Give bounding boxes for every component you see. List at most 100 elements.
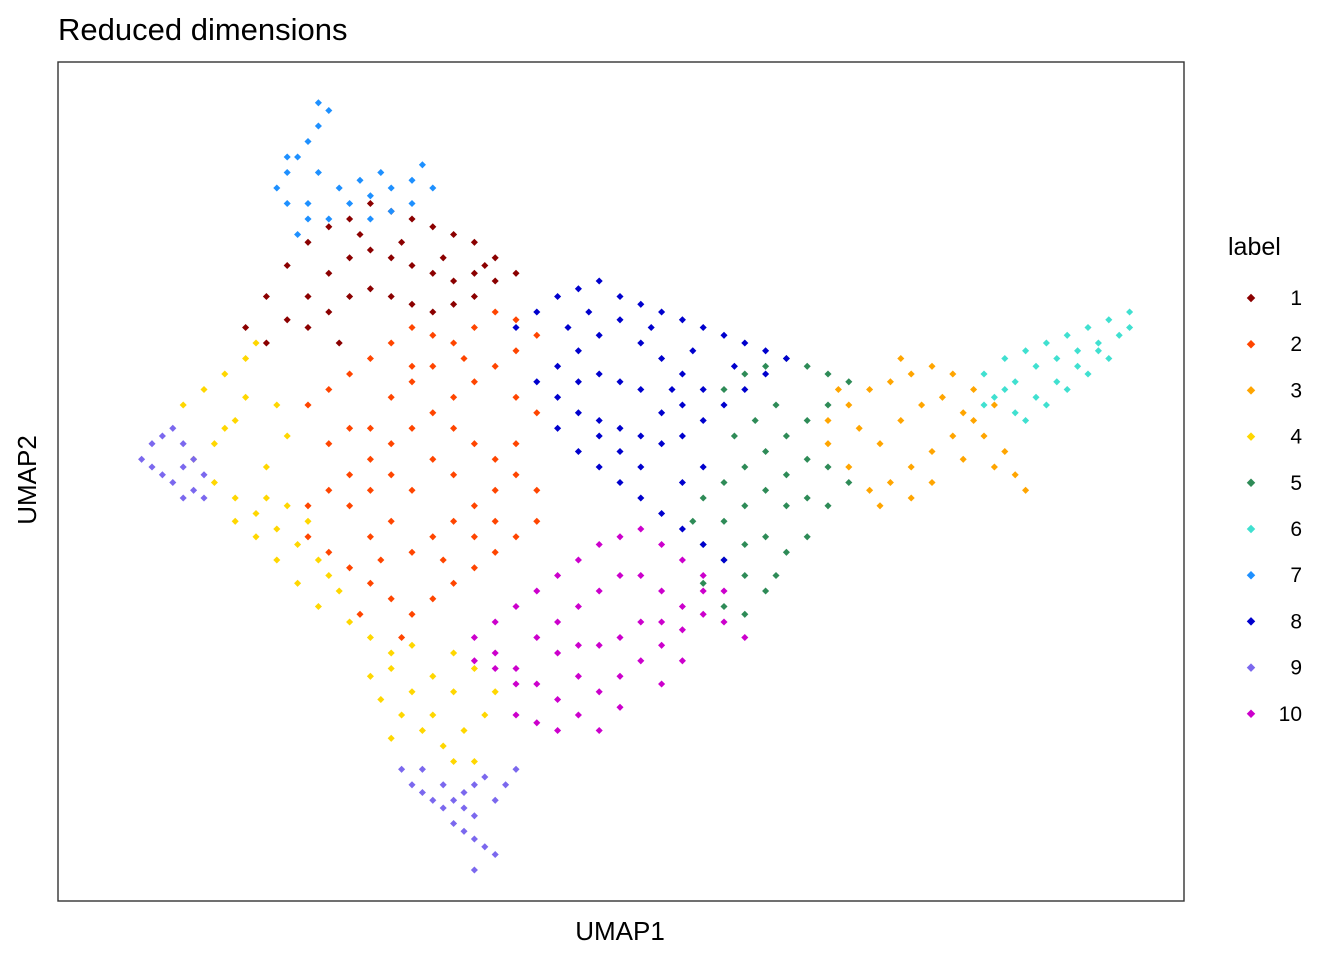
point-series-1 <box>450 277 458 285</box>
point-series-6 <box>980 370 988 378</box>
point-series-2 <box>512 347 520 355</box>
point-series-8 <box>574 378 582 386</box>
point-series-7 <box>304 199 312 208</box>
point-series-8 <box>637 339 645 347</box>
point-series-5 <box>720 385 728 394</box>
point-series-3 <box>824 440 832 448</box>
point-series-2 <box>408 362 416 370</box>
legend-label-7: 7 <box>1290 564 1302 587</box>
point-series-10 <box>658 540 666 549</box>
point-series-7 <box>387 184 395 192</box>
point-series-2 <box>512 533 520 541</box>
point-series-8 <box>678 478 686 487</box>
point-series-2 <box>366 486 374 494</box>
point-series-5 <box>762 587 770 595</box>
point-series-2 <box>429 533 437 541</box>
point-series-6 <box>1011 378 1019 386</box>
point-series-8 <box>554 424 562 432</box>
point-series-4 <box>450 688 458 696</box>
point-series-7 <box>325 215 333 223</box>
point-series-3 <box>949 432 957 440</box>
series-8 <box>512 277 790 564</box>
point-series-5 <box>720 517 728 525</box>
point-series-7 <box>283 153 291 161</box>
point-series-10 <box>720 587 728 595</box>
legend-label-4: 4 <box>1290 426 1302 449</box>
point-series-8 <box>616 447 624 456</box>
point-series-3 <box>876 440 884 448</box>
point-series-1 <box>408 215 416 223</box>
chart-title: Reduced dimensions <box>58 12 348 47</box>
point-series-4 <box>481 711 489 719</box>
series-4 <box>179 339 499 766</box>
point-series-4 <box>335 587 343 595</box>
point-series-10 <box>470 657 478 665</box>
point-series-1 <box>429 223 437 231</box>
point-series-3 <box>938 393 946 401</box>
point-series-2 <box>429 455 437 463</box>
point-series-3 <box>866 385 874 394</box>
point-series-2 <box>491 362 499 370</box>
point-series-3 <box>855 424 863 432</box>
point-series-10 <box>637 525 645 533</box>
point-series-10 <box>616 633 624 642</box>
point-series-1 <box>325 223 333 231</box>
point-series-10 <box>574 672 582 680</box>
point-series-7 <box>325 106 333 115</box>
point-series-4 <box>304 517 312 525</box>
point-series-8 <box>554 362 562 370</box>
point-series-9 <box>470 812 478 820</box>
point-series-1 <box>242 323 250 332</box>
point-series-10 <box>658 618 666 626</box>
point-series-1 <box>387 292 395 301</box>
point-series-2 <box>304 533 312 541</box>
point-series-5 <box>741 610 749 618</box>
point-series-1 <box>356 230 364 239</box>
point-series-8 <box>574 409 582 417</box>
point-series-4 <box>314 602 322 611</box>
point-series-4 <box>450 649 458 657</box>
point-series-1 <box>512 269 520 277</box>
point-series-9 <box>190 455 198 463</box>
point-series-2 <box>429 409 437 417</box>
point-series-3 <box>990 463 998 471</box>
point-series-1 <box>304 238 312 246</box>
point-series-5 <box>803 455 811 463</box>
point-series-4 <box>387 649 395 657</box>
point-series-2 <box>387 471 395 479</box>
point-series-3 <box>970 385 978 394</box>
point-series-8 <box>595 432 603 440</box>
point-series-1 <box>346 215 354 223</box>
point-series-8 <box>637 385 645 394</box>
point-series-8 <box>678 432 686 440</box>
point-series-10 <box>491 664 499 673</box>
point-series-2 <box>387 440 395 448</box>
point-series-10 <box>595 726 603 735</box>
point-series-2 <box>491 455 499 463</box>
point-series-1 <box>450 300 458 308</box>
point-series-2 <box>533 517 541 525</box>
point-series-9 <box>491 796 499 804</box>
point-series-8 <box>554 393 562 401</box>
point-series-10 <box>554 571 562 580</box>
point-series-2 <box>325 486 333 494</box>
point-series-2 <box>512 316 520 324</box>
point-series-5 <box>762 486 770 494</box>
point-series-5 <box>803 533 811 541</box>
point-series-10 <box>678 602 686 611</box>
point-series-4 <box>273 401 281 409</box>
point-series-3 <box>928 478 936 487</box>
point-series-9 <box>148 440 156 448</box>
point-series-8 <box>595 331 603 339</box>
point-series-10 <box>699 610 707 618</box>
point-series-10 <box>512 680 520 688</box>
point-series-2 <box>346 564 354 572</box>
point-series-10 <box>595 587 603 595</box>
point-series-5 <box>803 362 811 370</box>
point-series-8 <box>689 347 697 355</box>
point-series-1 <box>470 269 478 277</box>
point-series-2 <box>429 331 437 339</box>
point-series-9 <box>481 773 489 781</box>
point-series-2 <box>408 610 416 618</box>
legend-key-7 <box>1246 570 1256 580</box>
